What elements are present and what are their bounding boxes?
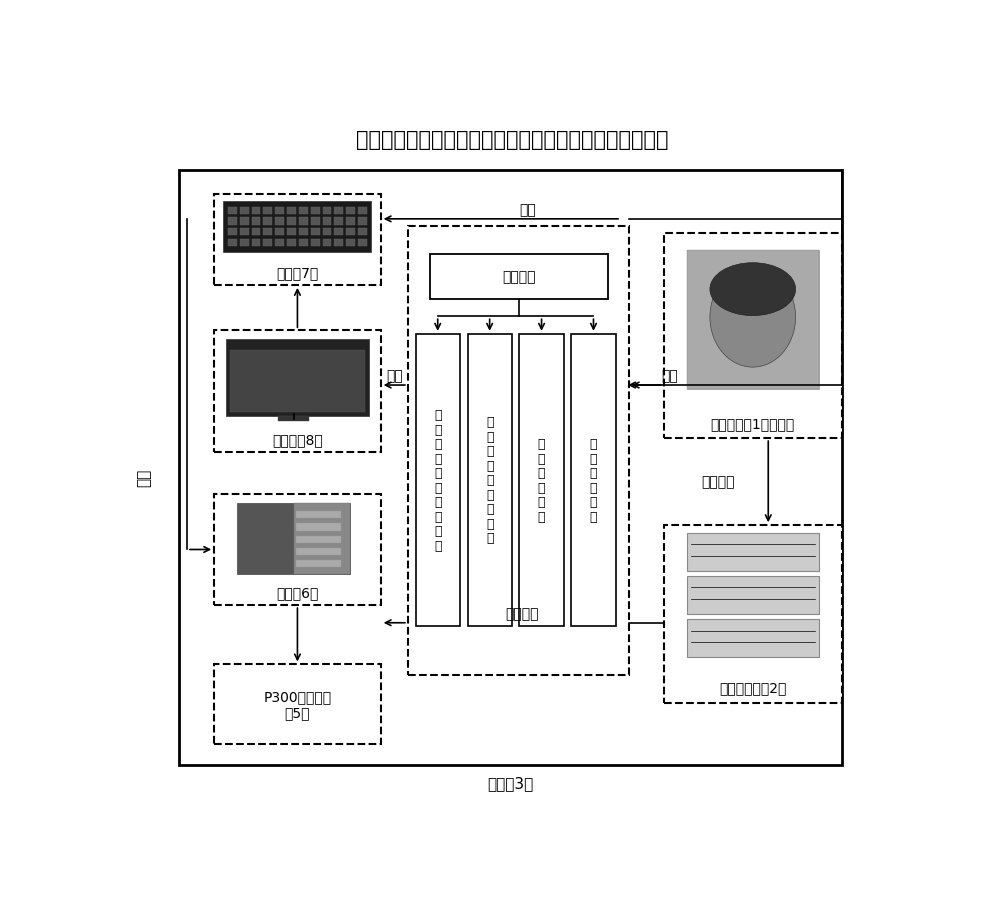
Bar	[311, 208, 320, 215]
Bar	[252, 228, 260, 236]
Text: 输入: 输入	[520, 203, 536, 217]
Bar	[223, 202, 371, 252]
Bar	[311, 239, 320, 247]
Text: 输出: 输出	[386, 369, 403, 383]
Bar	[299, 219, 308, 225]
Bar	[311, 219, 320, 225]
Bar	[226, 340, 369, 416]
Bar	[687, 251, 819, 390]
Bar	[334, 239, 343, 247]
Bar	[664, 526, 842, 703]
Bar	[664, 234, 842, 439]
Bar	[228, 239, 237, 247]
Bar	[346, 208, 355, 215]
Bar	[687, 576, 819, 615]
Bar	[296, 548, 341, 555]
Text: 全
阶
段
训
练
模
式
界
面: 全 阶 段 训 练 模 式 界 面	[486, 416, 493, 545]
Bar	[214, 494, 381, 606]
Text: 放大信号: 放大信号	[505, 606, 539, 620]
Bar	[687, 533, 819, 572]
Text: 键盘（7）: 键盘（7）	[276, 266, 319, 280]
Text: 电脑（3）: 电脑（3）	[487, 776, 534, 790]
Text: 一种基于脑电的多阶段渐进式目标识别训练系统结构框图: 一种基于脑电的多阶段渐进式目标识别训练系统结构框图	[356, 130, 669, 150]
Bar	[323, 239, 331, 247]
Bar	[287, 219, 296, 225]
Text: P300解码单元
（5）: P300解码单元 （5）	[263, 690, 332, 720]
Bar	[240, 219, 249, 225]
Bar	[214, 195, 381, 285]
Bar	[275, 219, 284, 225]
Bar	[346, 239, 355, 247]
Bar	[346, 219, 355, 225]
Bar	[346, 228, 355, 236]
Bar	[287, 228, 296, 236]
Bar	[687, 251, 819, 390]
Bar	[252, 239, 260, 247]
Bar	[358, 219, 367, 225]
Bar	[275, 228, 284, 236]
Text: 戴脑电帽（1）的人员: 戴脑电帽（1）的人员	[711, 416, 795, 431]
Text: 可
选
阶
段
训
练
模
式
界
面: 可 选 阶 段 训 练 模 式 界 面	[434, 409, 441, 552]
Bar	[358, 228, 367, 236]
Bar	[296, 560, 341, 567]
Ellipse shape	[710, 267, 796, 368]
Bar	[334, 228, 343, 236]
Bar	[237, 503, 350, 574]
Bar	[408, 227, 629, 675]
Bar	[323, 228, 331, 236]
Bar	[468, 334, 512, 627]
Bar	[294, 503, 350, 574]
Bar	[334, 219, 343, 225]
Bar	[287, 208, 296, 215]
Text: 数
据
处
理
界
面: 数 据 处 理 界 面	[590, 438, 597, 523]
Bar	[311, 228, 320, 236]
Bar	[430, 255, 608, 300]
Bar	[179, 171, 842, 766]
Bar	[299, 239, 308, 247]
Bar	[263, 239, 272, 247]
Ellipse shape	[710, 264, 796, 316]
Bar	[519, 334, 564, 627]
Text: 初始界面: 初始界面	[502, 270, 535, 284]
Bar	[214, 665, 381, 745]
Bar	[240, 208, 249, 215]
Bar	[252, 219, 260, 225]
Bar	[323, 208, 331, 215]
Bar	[296, 512, 341, 519]
Bar	[228, 208, 237, 215]
Bar	[275, 239, 284, 247]
Bar	[296, 535, 341, 543]
Bar	[299, 208, 308, 215]
Bar	[240, 239, 249, 247]
Bar	[358, 208, 367, 215]
Bar	[263, 208, 272, 215]
Text: 输入: 输入	[137, 468, 152, 486]
Text: 注视: 注视	[661, 369, 678, 383]
Bar	[263, 219, 272, 225]
Bar	[228, 219, 237, 225]
Bar	[263, 228, 272, 236]
Bar	[275, 208, 284, 215]
Bar	[323, 219, 331, 225]
Text: 在
线
监
测
界
面: 在 线 监 测 界 面	[538, 438, 545, 523]
Bar	[296, 524, 341, 531]
Bar	[334, 208, 343, 215]
Bar	[299, 228, 308, 236]
Bar	[416, 334, 460, 627]
Text: 信号放大器（2）: 信号放大器（2）	[719, 681, 786, 694]
Bar	[214, 330, 381, 452]
Bar	[230, 350, 365, 413]
Text: 脑电信号: 脑电信号	[701, 475, 735, 489]
Bar	[358, 239, 367, 247]
Bar	[287, 239, 296, 247]
Text: 显示器（8）: 显示器（8）	[272, 433, 323, 447]
Bar	[240, 228, 249, 236]
Bar	[252, 208, 260, 215]
Text: 主机（6）: 主机（6）	[276, 586, 319, 600]
Bar	[278, 416, 309, 421]
Bar	[571, 334, 616, 627]
Bar	[687, 619, 819, 657]
Bar	[228, 228, 237, 236]
